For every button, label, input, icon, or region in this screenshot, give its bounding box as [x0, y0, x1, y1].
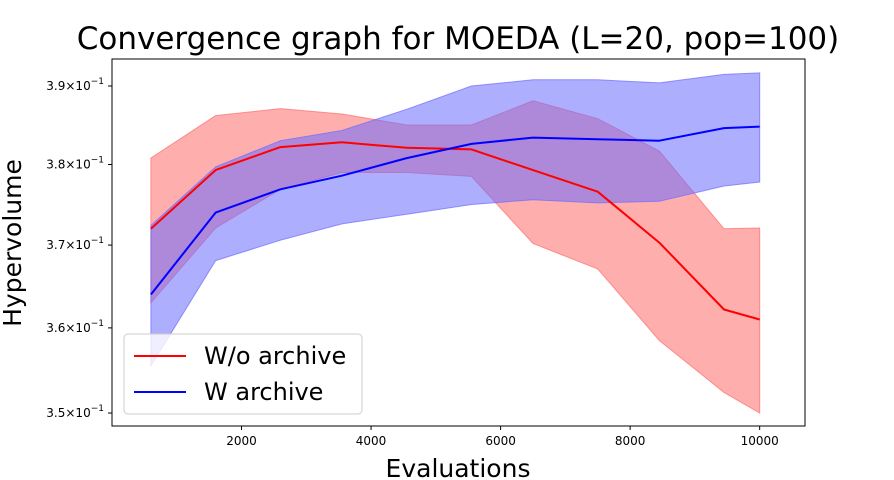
line-series-2 [150, 125, 760, 296]
y-tick-label: 3.8×10−1 [46, 155, 104, 171]
chart-title: Convergence graph for MOEDA (L=20, pop=1… [77, 21, 840, 57]
plot-frame [111, 58, 806, 427]
x-tick-label: 6000 [485, 434, 516, 448]
legend-label-2: W archive [204, 378, 323, 406]
series-lines [150, 125, 760, 321]
legend-box [123, 333, 363, 415]
legend: W/o archive W archive [123, 333, 363, 415]
y-axis: 3.5×10−1 3.6×10−1 3.7×10−1 3.8×10−1 3.9×10−1 [46, 77, 112, 420]
legend-label-1: W/o archive [204, 342, 346, 370]
y-tick-label: 3.9×10−1 [46, 77, 104, 93]
x-tick-label: 8000 [615, 434, 646, 448]
x-tick-label: 4000 [356, 434, 387, 448]
x-tick-label: 10000 [741, 434, 779, 448]
x-tick-label: 2000 [226, 434, 257, 448]
x-axis: 2000 4000 6000 8000 10000 [226, 426, 779, 448]
y-tick-label: 3.6×10−1 [46, 319, 104, 335]
line-series-1 [150, 141, 760, 321]
x-axis-label: Evaluations [386, 454, 531, 480]
y-axis-label: Hypervolume [0, 159, 27, 327]
y-tick-label: 3.5×10−1 [46, 404, 104, 420]
y-tick-label: 3.7×10−1 [46, 236, 104, 252]
